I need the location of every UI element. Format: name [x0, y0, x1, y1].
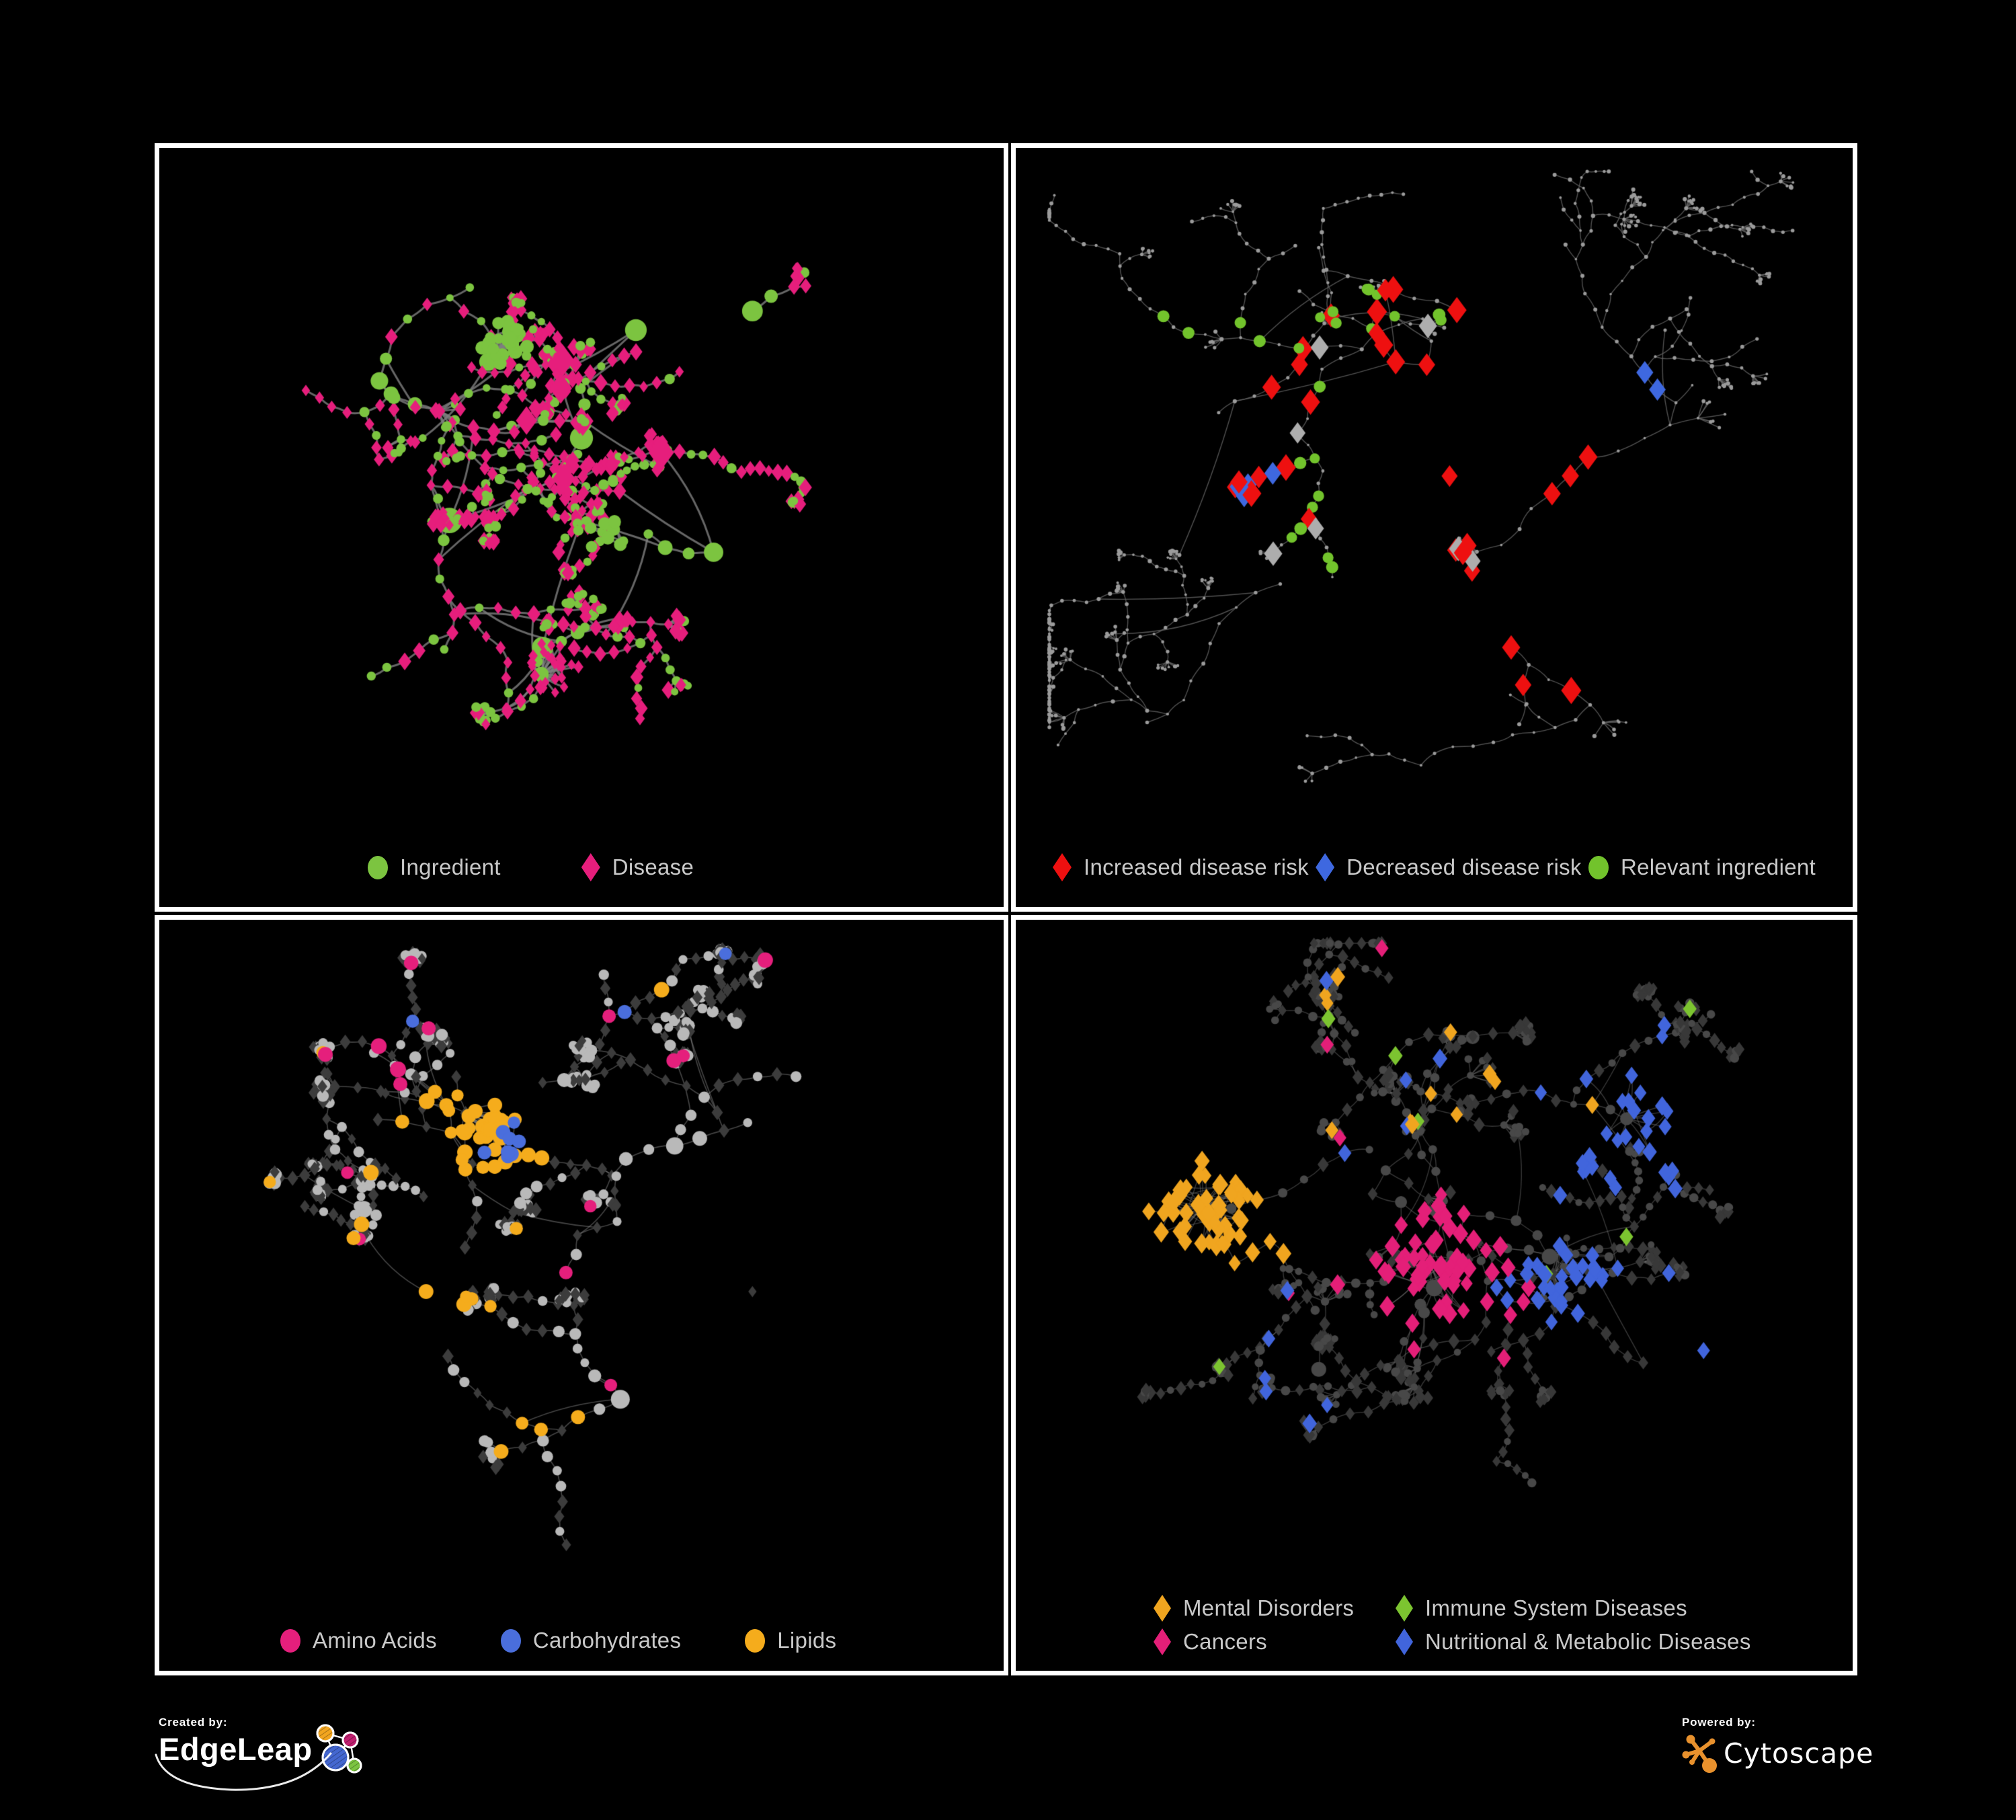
created-by-label: Created by:	[159, 1716, 228, 1729]
network-canvas-nutrient-classes	[159, 920, 1004, 1671]
panel-ingredient-disease: Ingredient Disease	[155, 143, 1008, 912]
panel-disease-classes: Mental Disorders Cancers Immune System D…	[1011, 915, 1857, 1675]
edgeleap-network-icon	[309, 1724, 376, 1783]
legend-label-lipids: Lipids	[777, 1628, 837, 1653]
legend-item-disease: Disease	[581, 853, 694, 881]
legend-item-lipids: Lipids	[745, 1628, 836, 1653]
legend-label-carbohydrates: Carbohydrates	[532, 1628, 682, 1653]
legend-nutrient-classes: Amino Acids Carbohydrates Lipids	[280, 1628, 836, 1653]
cytoscape-logo-text: Cytoscape	[1724, 1737, 1874, 1770]
legend-item-increased-risk: Increased disease risk	[1053, 853, 1309, 881]
legend-label-mental-disorders: Mental Disorders	[1183, 1595, 1355, 1620]
legend-item-cancers: Cancers	[1154, 1628, 1396, 1655]
legend-item-nutritional-metabolic-diseases: Nutritional & Metabolic Diseases	[1396, 1628, 1751, 1655]
legend-ingredient-disease: Ingredient Disease	[368, 853, 694, 881]
network-canvas-ingredient-disease	[159, 148, 1004, 907]
legend-disease-classes: Mental Disorders Cancers Immune System D…	[1154, 1591, 1751, 1659]
legend-item-relevant-ingredient: Relevant ingredient	[1588, 855, 1816, 880]
lipids-swatch-icon	[745, 1628, 766, 1653]
network-canvas-disease-classes	[1016, 920, 1853, 1671]
created-by-block: Created by: EdgeLeap	[155, 1716, 376, 1791]
relevant-ingredient-swatch-icon	[1588, 855, 1609, 879]
legend-label-decreased-risk: Decreased disease risk	[1346, 855, 1582, 879]
ingredient-swatch-icon	[368, 855, 388, 879]
legend-label-disease: Disease	[612, 855, 694, 879]
legend-label-amino-acids: Amino Acids	[313, 1628, 437, 1653]
disease-swatch-icon	[581, 853, 600, 881]
decreased-risk-swatch-icon	[1316, 853, 1335, 881]
legend-label-immune-system-diseases: Immune System Diseases	[1425, 1595, 1687, 1620]
network-canvas-disease-risk	[1016, 148, 1853, 907]
powered-by-block: Powered by:	[1682, 1716, 1873, 1775]
legend-item-decreased-risk: Decreased disease risk	[1316, 853, 1582, 881]
panel-disease-risk: Increased disease risk Decreased disease…	[1011, 143, 1857, 912]
powered-by-label: Powered by:	[1682, 1716, 1756, 1729]
legend-item-ingredient: Ingredient	[368, 855, 501, 880]
amino-acids-swatch-icon	[280, 1628, 300, 1653]
nutritional-metabolic-diseases-swatch-icon	[1396, 1628, 1413, 1655]
increased-risk-swatch-icon	[1053, 853, 1072, 881]
carbohydrates-swatch-icon	[500, 1628, 521, 1653]
legend-disease-risk: Increased disease risk Decreased disease…	[1053, 853, 1816, 881]
mental-disorders-swatch-icon	[1154, 1595, 1171, 1622]
edgeleap-logo-text: EdgeLeap	[159, 1731, 313, 1767]
legend-item-amino-acids: Amino Acids	[280, 1628, 437, 1653]
legend-label-ingredient: Ingredient	[400, 855, 501, 879]
cytoscape-icon	[1682, 1732, 1717, 1775]
legend-item-mental-disorders: Mental Disorders	[1154, 1595, 1396, 1622]
immune-system-diseases-swatch-icon	[1396, 1595, 1413, 1622]
legend-label-cancers: Cancers	[1183, 1629, 1267, 1654]
legend-label-nutritional-metabolic-diseases: Nutritional & Metabolic Diseases	[1425, 1629, 1751, 1654]
legend-label-increased-risk: Increased disease risk	[1084, 855, 1309, 879]
legend-label-relevant-ingredient: Relevant ingredient	[1620, 855, 1816, 879]
legend-item-carbohydrates: Carbohydrates	[500, 1628, 682, 1653]
legend-item-immune-system-diseases: Immune System Diseases	[1396, 1595, 1751, 1622]
cancers-swatch-icon	[1154, 1628, 1171, 1655]
panel-nutrient-classes: Amino Acids Carbohydrates Lipids	[155, 915, 1008, 1675]
